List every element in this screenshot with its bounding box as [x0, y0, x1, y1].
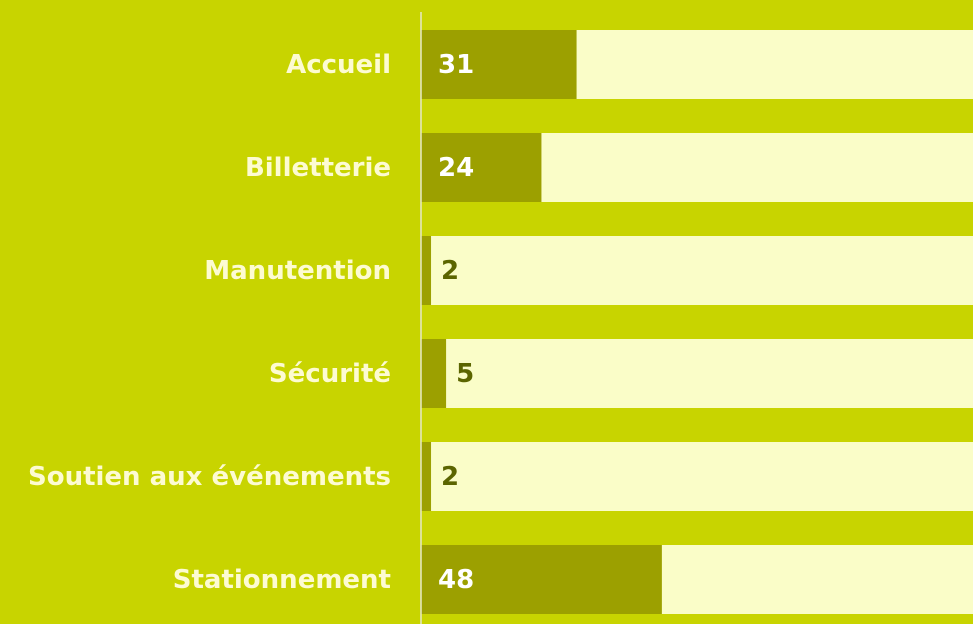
value-label: 2 — [441, 462, 459, 492]
value-label: 48 — [438, 565, 474, 595]
value-label: 31 — [438, 50, 474, 80]
bar — [421, 236, 432, 305]
value-label: 24 — [438, 153, 474, 183]
bar — [421, 339, 447, 408]
category-label: Stationnement — [173, 565, 391, 595]
category-label: Accueil — [286, 50, 391, 80]
bar — [421, 442, 432, 511]
bar-track — [421, 442, 973, 511]
bar-track — [421, 236, 973, 305]
value-label: 2 — [441, 256, 459, 286]
category-label: Billetterie — [245, 153, 391, 183]
bar — [421, 30, 577, 99]
bar-track — [421, 339, 973, 408]
category-label: Manutention — [204, 256, 391, 286]
value-label: 5 — [456, 359, 474, 389]
category-label: Sécurité — [269, 359, 391, 389]
bar — [421, 133, 542, 202]
category-label: Soutien aux événements — [28, 462, 391, 492]
bar — [421, 545, 662, 614]
